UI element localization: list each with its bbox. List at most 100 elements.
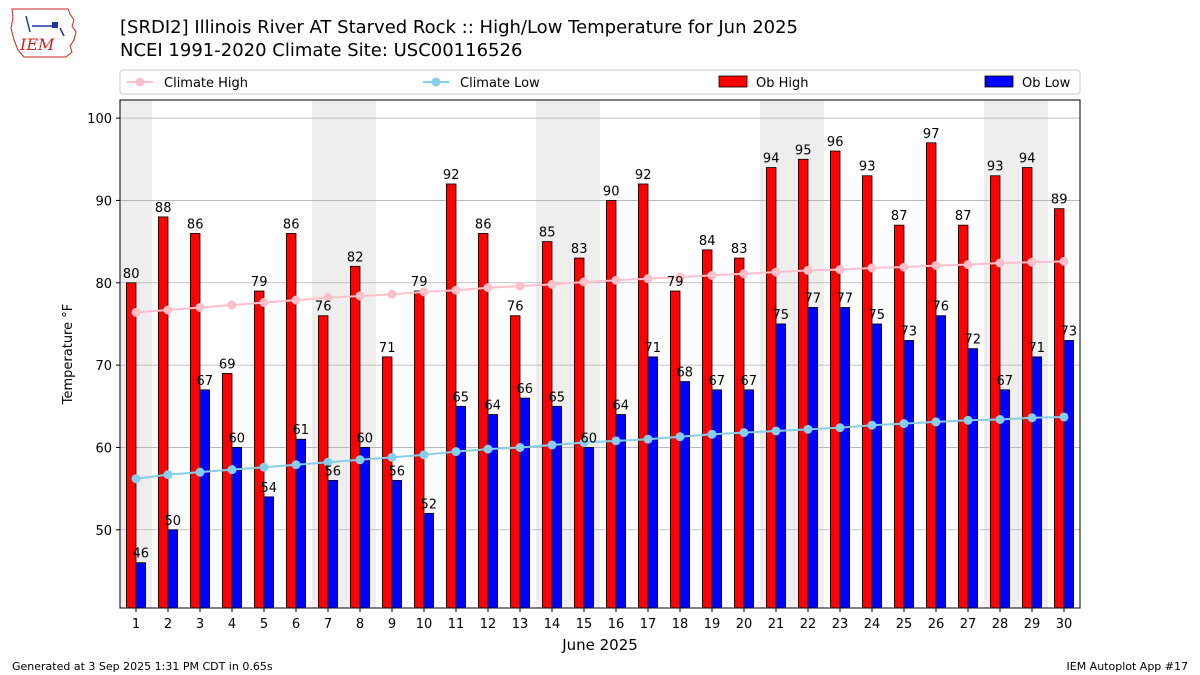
ob-high-label: 76 xyxy=(507,300,524,315)
climate-low-point xyxy=(803,424,813,434)
ob-low-bar xyxy=(519,397,531,609)
ob-low-bar xyxy=(455,405,467,609)
ob-low-bar xyxy=(871,323,883,609)
climate-low-point xyxy=(835,423,845,433)
ob-low-bar xyxy=(839,307,851,609)
climate-low-point xyxy=(867,420,877,430)
climate-high-legend-marker xyxy=(135,77,145,87)
climate-low-point xyxy=(643,434,653,444)
ob-high-bar xyxy=(670,290,681,609)
x-tick-label: 10 xyxy=(416,617,433,632)
y-tick-label: 80 xyxy=(95,277,112,292)
climate-low-point xyxy=(515,442,525,452)
climate-low-legend-label: Climate Low xyxy=(460,76,540,91)
climate-high-point xyxy=(163,305,173,315)
y-tick-label: 100 xyxy=(87,112,112,127)
x-tick-label: 13 xyxy=(512,617,529,632)
climate-low-point xyxy=(675,432,685,442)
climate-low-point xyxy=(771,426,781,436)
ob-low-bar xyxy=(167,529,179,609)
ob-high-bar xyxy=(702,249,713,609)
x-tick-label: 9 xyxy=(388,617,396,632)
climate-low-point xyxy=(195,467,205,477)
x-tick-label: 22 xyxy=(800,617,817,632)
ob-low-label: 52 xyxy=(421,497,438,512)
climate-low-point xyxy=(547,440,557,450)
ob-high-label: 95 xyxy=(795,143,812,158)
climate-low-point xyxy=(1027,413,1037,423)
x-tick-label: 11 xyxy=(448,617,465,632)
x-tick-label: 30 xyxy=(1056,617,1073,632)
climate-low-point xyxy=(931,417,941,427)
ob-high-label: 96 xyxy=(827,135,844,150)
ob-high-bar xyxy=(157,216,169,609)
ob-low-bar xyxy=(359,447,371,609)
x-tick-label: 21 xyxy=(768,617,785,632)
chart-subtitle: NCEI 1991-2020 Climate Site: USC00116526 xyxy=(120,40,523,61)
ob-high-bar xyxy=(509,315,521,609)
ob-high-legend-label: Ob High xyxy=(756,76,809,91)
ob-low-label: 68 xyxy=(677,366,694,381)
climate-high-point xyxy=(291,295,301,305)
ob-low-label: 60 xyxy=(581,431,598,446)
climate-high-point xyxy=(1027,257,1037,267)
ob-high-bar xyxy=(542,241,553,609)
climate-low-point xyxy=(451,447,461,457)
climate-high-point xyxy=(867,263,877,273)
ob-high-label: 94 xyxy=(763,152,780,167)
generated-timestamp: Generated at 3 Sep 2025 1:31 PM CDT in 0… xyxy=(12,660,273,673)
ob-high-label: 79 xyxy=(251,275,268,290)
ob-high-label: 71 xyxy=(379,341,396,356)
ob-high-bar xyxy=(1022,167,1033,609)
x-tick-label: 5 xyxy=(260,617,268,632)
climate-high-line xyxy=(135,260,1065,314)
chart-title: [SRDI2] Illinois River AT Starved Rock :… xyxy=(120,17,799,38)
ob-low-bar xyxy=(711,389,723,609)
climate-high-point xyxy=(835,265,845,275)
climate-low-point xyxy=(611,436,621,446)
ob-low-label: 71 xyxy=(645,341,662,356)
logo-text: IEM xyxy=(19,35,55,54)
ob-high-bar xyxy=(285,232,297,609)
y-axis-label: Temperature °F xyxy=(61,304,76,405)
climate-low-point xyxy=(963,415,973,425)
climate-low-line xyxy=(135,415,1065,480)
x-tick-label: 18 xyxy=(672,617,689,632)
x-tick-label: 16 xyxy=(608,617,625,632)
ob-low-label: 77 xyxy=(837,291,854,306)
climate-low-point xyxy=(419,450,429,460)
ob-high-bar xyxy=(1054,208,1065,609)
ob-high-label: 85 xyxy=(539,226,556,241)
ob-low-label: 65 xyxy=(453,390,470,405)
climate-low-point xyxy=(899,419,909,429)
climate-high-point xyxy=(483,283,493,293)
ob-low-label: 56 xyxy=(389,464,406,479)
y-tick-label: 60 xyxy=(95,441,112,456)
ob-low-label: 67 xyxy=(709,374,726,389)
ob-high-label: 84 xyxy=(699,234,716,249)
y-tick-label: 90 xyxy=(95,194,112,209)
climate-low-point xyxy=(291,460,301,470)
ob-high-label: 92 xyxy=(635,168,652,183)
ob-low-legend-label: Ob Low xyxy=(1022,76,1071,91)
climate-high-point xyxy=(643,274,653,284)
x-tick-label: 15 xyxy=(576,617,593,632)
climate-low-point xyxy=(707,429,717,439)
climate-high-point xyxy=(547,279,557,289)
climate-high-point xyxy=(515,281,525,291)
ob-high-bar xyxy=(830,150,841,609)
ob-low-bar xyxy=(199,389,211,609)
climate-high-point xyxy=(931,260,941,270)
ob-low-label: 50 xyxy=(165,514,182,529)
ob-high-label: 83 xyxy=(731,242,748,257)
climate-low-point xyxy=(323,457,333,467)
data-labels: 80 88 86 69 79 86 76 82 71 79 92 86 76 85 83 90 92 79 84 83… xyxy=(123,127,1077,562)
ob-low-label: 60 xyxy=(357,431,374,446)
ob-low-label: 75 xyxy=(869,308,886,323)
x-tick-label: 19 xyxy=(704,617,721,632)
climate-low-point xyxy=(259,462,269,472)
ob-high-label: 93 xyxy=(859,160,876,175)
ob-low-label: 76 xyxy=(933,300,950,315)
ob-high-bar xyxy=(926,142,937,609)
